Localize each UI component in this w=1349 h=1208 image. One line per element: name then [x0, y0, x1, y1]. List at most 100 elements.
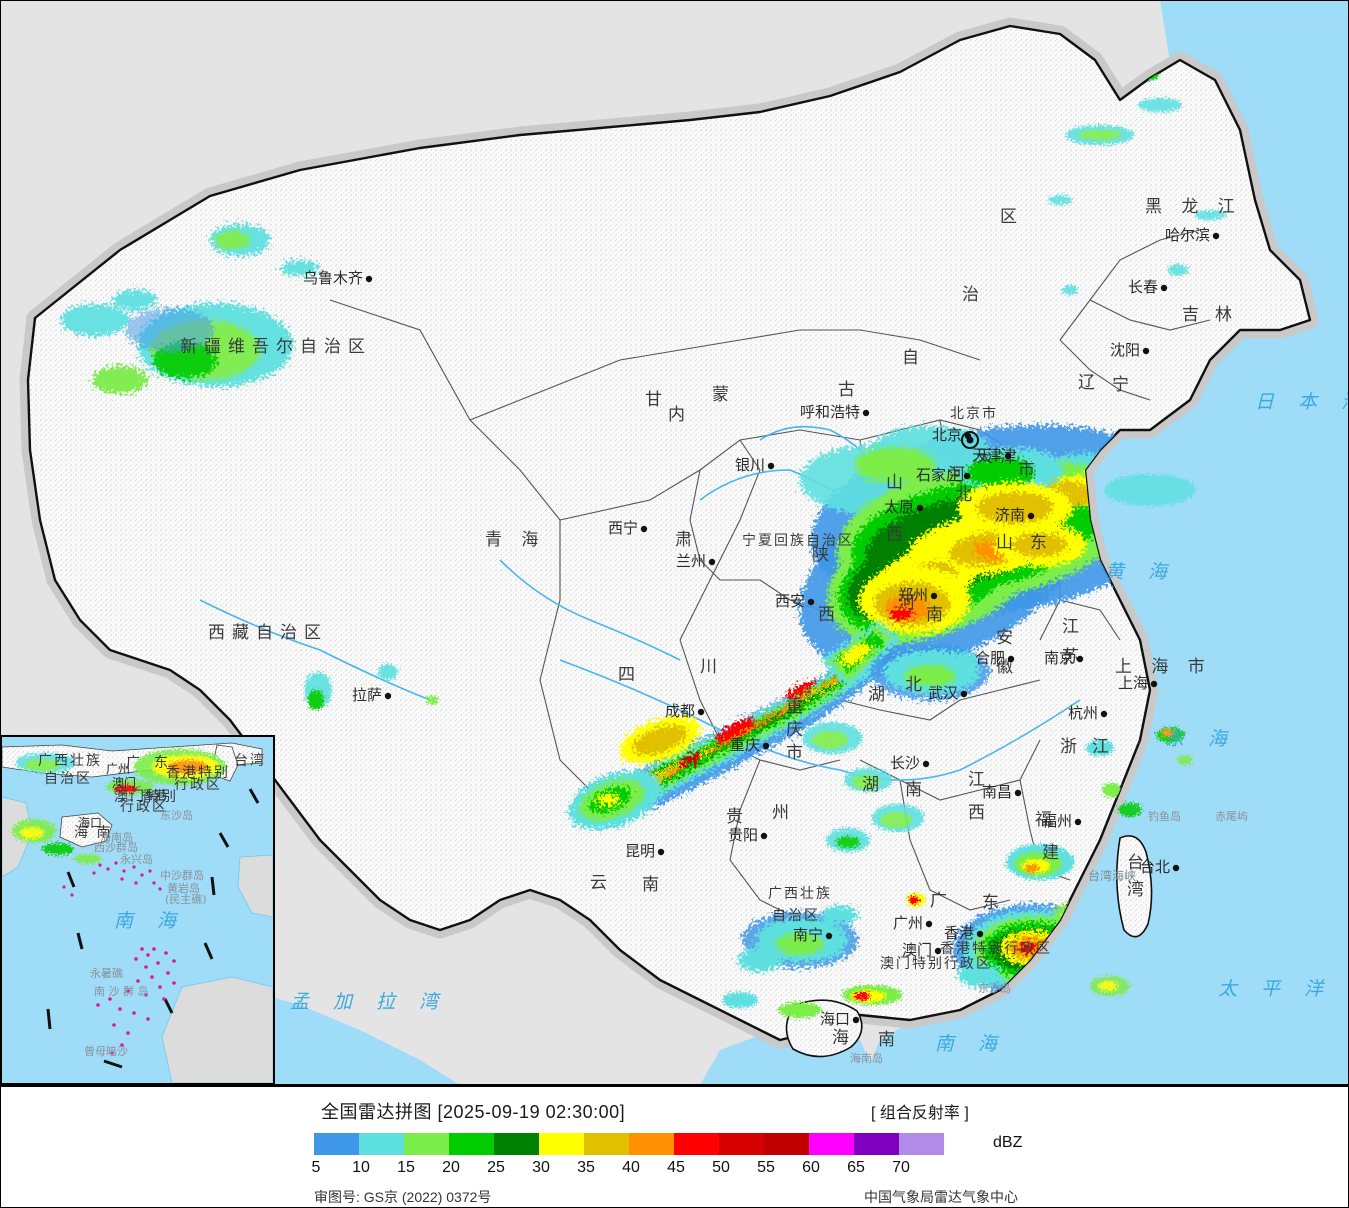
- province-label: 林: [1215, 305, 1239, 325]
- inset-label: 香港: [142, 788, 166, 802]
- city-marker-dot: [640, 525, 648, 533]
- province-label: 河: [948, 465, 972, 485]
- province-label: 江: [1092, 737, 1116, 757]
- colorbar-tick-5: 5: [311, 1159, 321, 1176]
- province-label: 浙: [1060, 737, 1084, 757]
- city-marker-dot: [708, 558, 716, 566]
- city-label: 海口: [820, 1010, 850, 1028]
- city-marker-dot: [916, 504, 924, 512]
- province-label: 江: [968, 770, 992, 790]
- province-label: 南: [905, 780, 929, 800]
- province-label: 市: [786, 743, 810, 763]
- province-label: 南: [926, 605, 950, 625]
- colorbar-swatch-40: [629, 1133, 674, 1155]
- inset-label: 广西壮族: [38, 753, 102, 769]
- city-label: 西宁: [608, 519, 638, 537]
- city-marker-dot: [976, 930, 984, 938]
- city-marker-dot: [960, 690, 968, 698]
- city-marker-dot: [384, 692, 392, 700]
- city-label: 西安: [775, 592, 805, 610]
- inset-label: 行政区: [174, 777, 222, 793]
- sea-label: 黄 海: [1105, 561, 1176, 583]
- inset-label: 中沙群岛: [160, 868, 204, 882]
- city-label: 沈阳: [1110, 341, 1140, 359]
- colorbar-swatch-35: [584, 1133, 629, 1155]
- inset-label: 海口: [78, 815, 102, 830]
- national-radar-map[interactable]: 新疆维吾尔自治区 西藏自治区青 海甘肃内蒙古自治区宁夏回族自治区陕西四川云南贵州重…: [0, 0, 1349, 1085]
- inset-label: (民主礁): [165, 892, 207, 906]
- colorbar-tick-15: 15: [397, 1159, 415, 1176]
- province-label: 自: [902, 348, 926, 368]
- dbz-unit-label: dBZ: [993, 1134, 1023, 1151]
- echo-hunan-jiangxi: [802, 722, 924, 852]
- province-label: 湖: [868, 685, 892, 705]
- city-marker-dot: [1160, 284, 1168, 292]
- city-label: 哈尔滨: [1165, 226, 1210, 244]
- province-label: 南: [878, 1030, 902, 1050]
- province-label: 徽: [996, 657, 1020, 677]
- colorbar[interactable]: [314, 1133, 944, 1155]
- city-label: 兰州: [676, 552, 706, 570]
- colorbar-tick-25: 25: [487, 1159, 505, 1176]
- echo-pearl-delta: [722, 893, 926, 1018]
- colorbar-tick-50: 50: [712, 1159, 730, 1176]
- sea-label: 钓鱼岛: [1148, 809, 1181, 823]
- inset-label: 广州: [106, 762, 130, 776]
- sea-label-group: 日 本 海黄 海东 海太 平 洋南 海孟 加 拉 湾台湾海峡钓鱼岛赤尾屿东沙岛海…: [290, 391, 1349, 1065]
- city-label: 香港: [944, 924, 974, 942]
- colorbar-swatch-30: [539, 1133, 584, 1155]
- province-label: 建: [1042, 843, 1066, 863]
- city-marker-dot: [922, 760, 930, 768]
- inset-label: 黄岩岛: [167, 881, 200, 895]
- province-label: 天: [976, 447, 1000, 467]
- city-marker-dot: [657, 848, 665, 856]
- province-label: 香港特别行政区: [940, 941, 1052, 957]
- city-label: 石家庄: [916, 466, 961, 484]
- province-label: 新疆维吾尔自治区: [180, 337, 372, 357]
- province-label: 福: [1035, 810, 1059, 830]
- province-label: 市: [1018, 460, 1042, 480]
- colorbar-swatch-5: [314, 1133, 359, 1155]
- colorbar-swatch-15: [404, 1133, 449, 1155]
- inset-label: 澳门特别: [114, 789, 178, 805]
- colorbar-tick-10: 10: [352, 1159, 370, 1176]
- south-china-sea-inset[interactable]: 广西壮族 自治区广东广州 澳门 香港 香港特别 行政区 澳门特别 行政区 台湾 海口海 南海南岛西…: [0, 735, 275, 1085]
- province-label: 西: [968, 803, 992, 823]
- city-marker-dot: [852, 1016, 860, 1024]
- province-label: 甘: [645, 390, 669, 410]
- inset-label: 东沙岛: [160, 808, 193, 822]
- legend-title: 全国雷达拼图 [2025-09-19 02:30:00]: [321, 1102, 626, 1122]
- province-label: 湾: [1127, 880, 1151, 900]
- colorbar-tick-35: 35: [577, 1159, 595, 1176]
- city-marker-dot: [925, 920, 933, 928]
- colorbar-swatch-55: [764, 1133, 809, 1155]
- colorbar-tick-60: 60: [802, 1159, 820, 1176]
- city-label: 南宁: [793, 926, 823, 944]
- city-label: 拉萨: [352, 686, 382, 704]
- legend-panel: 全国雷达拼图 [2025-09-19 02:30:00] [ 组合反射率 ] d…: [0, 1085, 1349, 1208]
- province-label: 北: [905, 675, 929, 695]
- province-label: 青 海: [485, 530, 545, 550]
- inset-label: 南 沙 群 岛: [94, 984, 149, 998]
- province-label: 宁夏回族自治区: [742, 532, 854, 549]
- city-marker-dot: [1100, 710, 1108, 718]
- city-marker-dot: [760, 832, 768, 840]
- province-label: 台: [1127, 853, 1151, 873]
- inset-label: 曾母暗沙: [84, 1044, 128, 1058]
- sea-label: 东沙岛: [978, 981, 1011, 995]
- inset-label: 西沙群岛: [94, 840, 138, 854]
- inset-label: 广: [126, 755, 142, 771]
- colorbar-swatch-10: [359, 1133, 404, 1155]
- inset-label: 永暑礁: [90, 966, 123, 980]
- city-label: 成都: [665, 702, 695, 720]
- province-label: 古: [838, 380, 862, 400]
- inset-label: 东: [154, 755, 170, 771]
- province-label: 肃: [675, 530, 699, 550]
- sea-label: 孟 加 拉 湾: [290, 991, 447, 1013]
- inset-label: 海南岛: [100, 830, 133, 844]
- city-label: 合肥: [975, 649, 1005, 667]
- province-label: 黑 龙 江: [1145, 197, 1242, 217]
- city-label: 重庆: [730, 736, 760, 754]
- city-marker-dot: [1150, 680, 1158, 688]
